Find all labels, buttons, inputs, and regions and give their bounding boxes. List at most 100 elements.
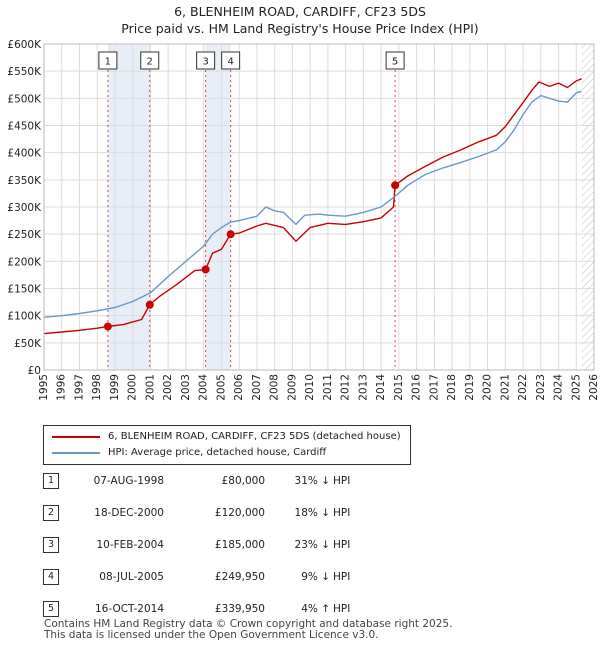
price-chart: 1 2 3 4 5 £0 £50K £100K £150K £200K £250K £300K £35…: [7, 39, 600, 401]
y-tick-label: £100K: [7, 311, 42, 323]
x-tick-label: 2023: [535, 374, 547, 401]
sale-date: 18-DEC-2000: [94, 507, 164, 519]
sale-number-badge: 2: [43, 505, 59, 521]
sale-hpi-diff: 4% ↑: [301, 603, 330, 615]
legend-label-property: 6, BLENHEIM ROAD, CARDIFF, CF23 5DS (det…: [108, 431, 401, 442]
y-tick-label: £450K: [7, 121, 42, 133]
sale-marker-label: 2: [147, 57, 153, 68]
sale-marker-box: [98, 51, 118, 70]
y-tick-label: £200K: [7, 256, 42, 268]
footer-line-2: This data is licensed under the Open Gov…: [44, 629, 379, 641]
y-tick-label: £550K: [7, 66, 42, 78]
sale-price: £249,950: [214, 571, 265, 583]
y-tick-label: £300K: [7, 202, 42, 214]
y-tick-label: £500K: [7, 93, 42, 105]
table-row: 2 18-DEC-2000 £120,000 18% ↓ HPI: [43, 505, 443, 521]
plot-frame: [43, 43, 595, 371]
sale-price: £339,950: [214, 603, 265, 615]
table-row: 5 16-OCT-2014 £339,950 4% ↑ HPI: [43, 601, 443, 617]
sale-date: 16-OCT-2014: [95, 603, 164, 615]
sale-price: £120,000: [214, 507, 265, 519]
x-tick-label: 2003: [180, 374, 192, 401]
y-tick-label: £600K: [7, 39, 42, 51]
sale-hpi-label: HPI: [333, 507, 351, 519]
x-tick-label: 1997: [73, 374, 85, 401]
x-tick-label: 2024: [553, 374, 565, 401]
sale-hpi-diff: 9% ↓: [301, 571, 330, 583]
y-tick-label: £50K: [14, 338, 42, 350]
legend-swatch-hpi: [52, 452, 100, 454]
sale-marker-label: 5: [392, 57, 398, 68]
y-tick-label: £0: [28, 365, 41, 377]
x-tick-label: 2002: [162, 374, 174, 401]
hpi-line: [43, 90, 582, 318]
sale-hpi-label: HPI: [333, 539, 351, 551]
y-tick-label: £350K: [7, 175, 42, 187]
y-tick-label: £250K: [7, 229, 42, 241]
x-tick-label: 1995: [38, 374, 50, 401]
x-tick-label: 2013: [357, 374, 369, 401]
x-tick-label: 2010: [304, 374, 316, 401]
sale-marker-label: 1: [105, 57, 111, 68]
sale-marker-label: 3: [202, 57, 208, 68]
x-tick-label: 1999: [109, 374, 121, 401]
x-tick-label: 2008: [269, 374, 281, 401]
x-tick-label: 2007: [251, 374, 263, 401]
table-row: 3 10-FEB-2004 £185,000 23% ↓ HPI: [43, 537, 443, 553]
sale-number-badge: 4: [43, 569, 59, 585]
x-tick-label: 2021: [499, 374, 511, 401]
sale-marker-box: [385, 51, 405, 70]
legend-swatch-property: [52, 436, 100, 438]
sale-hpi-label: HPI: [333, 603, 351, 615]
sale-date: 07-AUG-1998: [93, 475, 164, 487]
sale-marker-label: 4: [227, 57, 233, 68]
sale-number-badge: 3: [43, 537, 59, 553]
sale-point: [145, 300, 154, 309]
x-tick-label: 2020: [482, 374, 494, 401]
x-tick-label: 1996: [56, 374, 68, 401]
sale-point: [201, 265, 210, 274]
sale-hpi-label: HPI: [333, 475, 351, 487]
table-row: 4 08-JUL-2005 £249,950 9% ↓ HPI: [43, 569, 443, 585]
footer-attribution: Contains HM Land Registry data © Crown c…: [44, 619, 452, 641]
chart-title: 6, BLENHEIM ROAD, CARDIFF, CF23 5DS Pric…: [0, 3, 600, 37]
x-tick-label: 2017: [428, 374, 440, 401]
sale-price: £185,000: [214, 539, 265, 551]
x-tick-label: 2004: [198, 374, 210, 401]
x-tick-label: 2018: [446, 374, 458, 401]
sale-number-badge: 1: [43, 473, 59, 489]
table-row: 1 07-AUG-1998 £80,000 31% ↓ HPI: [43, 473, 443, 489]
y-tick-label: £150K: [7, 284, 42, 296]
title-line-1: 6, BLENHEIM ROAD, CARDIFF, CF23 5DS: [174, 4, 426, 19]
x-tick-label: 2019: [464, 374, 476, 401]
x-tick-label: 2011: [322, 374, 334, 401]
x-tick-label: 2016: [411, 374, 423, 401]
x-tick-label: 2006: [233, 374, 245, 401]
x-tick-label: 2025: [570, 374, 582, 401]
x-tick-label: 2005: [215, 374, 227, 401]
y-tick-label: £400K: [7, 148, 42, 160]
x-tick-label: 2015: [393, 374, 405, 401]
chart-legend: 6, BLENHEIM ROAD, CARDIFF, CF23 5DS (det…: [43, 425, 411, 465]
sale-hpi-diff: 31% ↓: [294, 475, 330, 487]
sale-hpi-diff: 23% ↓: [294, 539, 330, 551]
sale-date: 08-JUL-2005: [99, 571, 164, 583]
x-tick-label: 1998: [91, 374, 103, 401]
x-tick-label: 2000: [127, 374, 139, 401]
x-tick-label: 2014: [375, 374, 387, 401]
x-tick-label: 2012: [340, 374, 352, 401]
sale-marker-box: [221, 51, 241, 70]
sale-hpi-diff: 18% ↓: [294, 507, 330, 519]
x-tick-label: 2001: [144, 374, 156, 401]
sale-point: [226, 230, 235, 239]
footer-line-1: Contains HM Land Registry data © Crown c…: [44, 618, 453, 630]
sale-date: 10-FEB-2004: [96, 539, 164, 551]
sale-marker-box: [140, 51, 160, 70]
sale-price: £80,000: [221, 475, 265, 487]
sale-number-badge: 5: [43, 601, 59, 617]
sale-point: [391, 181, 400, 190]
x-tick-label: 2009: [286, 374, 298, 401]
x-tick-label: 2022: [517, 374, 529, 401]
legend-label-hpi: HPI: Average price, detached house, Card…: [108, 447, 327, 458]
x-tick-label: 2026: [588, 374, 600, 401]
